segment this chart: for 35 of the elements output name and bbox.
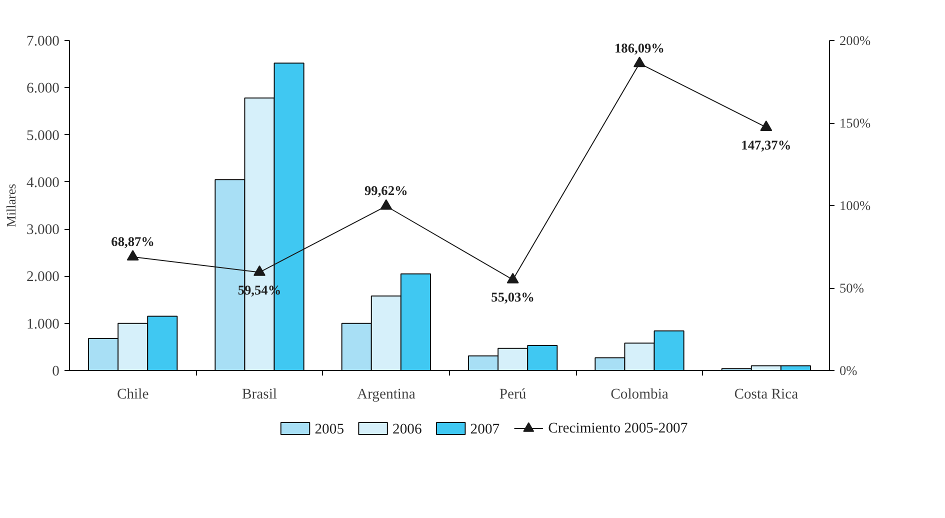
y-tick-label: 3.000 xyxy=(26,222,60,238)
data-label: 186,09% xyxy=(614,40,664,56)
legend-label: 2005 xyxy=(314,422,344,438)
x-tick-label: Brasil xyxy=(242,386,278,402)
point xyxy=(254,265,266,276)
x-tick-label: Chile xyxy=(116,386,149,402)
point xyxy=(760,120,772,132)
y-tick-label: 1.000 xyxy=(26,316,60,332)
data-label: 99,62% xyxy=(364,183,408,198)
data-label: 68,87% xyxy=(111,234,155,249)
y2-tick-label: 100% xyxy=(840,198,871,213)
data-label: 147,37% xyxy=(741,137,792,152)
y2-tick-label: 200% xyxy=(840,33,871,48)
point xyxy=(380,199,392,210)
y2-tick-label: 150% xyxy=(840,116,871,130)
y-tick-label: 5.000 xyxy=(26,128,60,144)
y2-tick-label: 0% xyxy=(840,363,858,378)
y-axis-title: Millares xyxy=(4,184,19,228)
y-tick-label: 7.000 xyxy=(26,34,60,50)
x-tick-label: Perú xyxy=(499,386,527,402)
point xyxy=(634,56,646,68)
x-tick-label: Argentina xyxy=(356,386,416,402)
y-tick-label: 6.000 xyxy=(26,80,60,97)
y2-tick-label: 50% xyxy=(840,280,864,296)
legend-label: 2007 xyxy=(470,422,500,438)
data-label: 55,03% xyxy=(491,290,535,305)
legend-label: 2006 xyxy=(392,422,422,438)
x-tick-label: Colombia xyxy=(610,386,669,402)
y-tick-label: 4.000 xyxy=(26,174,60,191)
point xyxy=(506,272,519,284)
point xyxy=(126,250,139,261)
y-tick-label: 2.000 xyxy=(26,269,60,286)
y-tick-label: 0 xyxy=(52,364,60,380)
legend-label: Crecimiento 2005-2007 xyxy=(548,420,688,436)
x-tick-label: Costa Rica xyxy=(734,386,799,402)
